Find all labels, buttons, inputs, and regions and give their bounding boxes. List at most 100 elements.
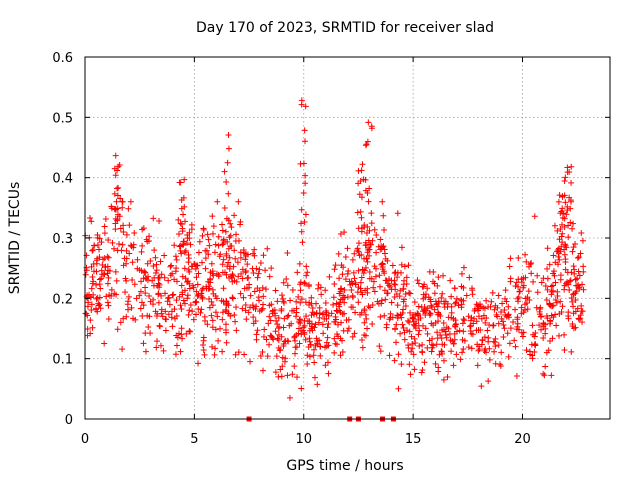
data-point <box>305 302 312 309</box>
data-point <box>345 267 352 274</box>
data-point <box>91 242 98 249</box>
data-point <box>117 225 124 232</box>
data-point <box>231 277 238 284</box>
data-point <box>191 261 198 268</box>
data-point <box>112 226 119 233</box>
data-point <box>237 249 244 256</box>
data-point <box>370 284 377 291</box>
data-point <box>398 314 405 321</box>
data-point <box>506 263 513 270</box>
data-point <box>330 294 337 301</box>
data-point <box>459 320 466 327</box>
data-point <box>245 309 252 316</box>
data-point <box>262 267 269 274</box>
data-point <box>209 317 216 324</box>
data-point <box>159 313 166 320</box>
data-point <box>152 254 159 261</box>
data-point <box>513 373 520 380</box>
data-point <box>210 272 217 279</box>
data-point <box>435 274 442 281</box>
data-point <box>205 285 212 292</box>
data-point <box>475 327 482 334</box>
data-point <box>350 269 357 276</box>
data-point <box>301 219 308 226</box>
data-point <box>111 190 118 197</box>
data-point <box>544 286 551 293</box>
data-point <box>194 262 201 269</box>
data-point <box>555 198 562 205</box>
data-point <box>517 288 524 295</box>
data-point <box>179 242 186 249</box>
data-point <box>223 339 230 346</box>
data-point <box>421 359 428 366</box>
data-point <box>98 239 105 246</box>
data-point <box>139 226 146 233</box>
data-point <box>526 348 533 355</box>
data-point <box>112 152 119 159</box>
data-point <box>114 167 121 174</box>
data-point <box>227 232 234 239</box>
data-point <box>224 238 231 245</box>
data-point <box>440 357 447 364</box>
data-point <box>239 266 246 273</box>
data-point <box>308 312 315 319</box>
data-point <box>289 307 296 314</box>
data-point <box>344 270 351 277</box>
data-point <box>370 278 377 285</box>
data-point <box>304 360 311 367</box>
data-point <box>177 247 184 254</box>
data-point <box>532 330 539 337</box>
data-point <box>303 272 310 279</box>
data-point <box>228 224 235 231</box>
data-point <box>434 329 441 336</box>
data-point <box>219 269 226 276</box>
data-point <box>512 306 519 313</box>
data-point <box>174 334 181 341</box>
data-point <box>295 293 302 300</box>
data-point <box>98 267 105 274</box>
data-point <box>285 312 292 319</box>
data-point <box>537 304 544 311</box>
data-point <box>209 324 216 331</box>
data-point <box>529 322 536 329</box>
data-point <box>381 226 388 233</box>
data-point <box>186 285 193 292</box>
data-point <box>293 313 300 320</box>
data-point <box>254 274 261 281</box>
data-point <box>401 263 408 270</box>
data-point <box>183 278 190 285</box>
grid-lines <box>85 57 610 419</box>
data-point <box>478 383 485 390</box>
data-point <box>332 340 339 347</box>
data-point <box>256 287 263 294</box>
data-point <box>88 285 95 292</box>
data-point <box>237 290 244 297</box>
data-point <box>523 299 530 306</box>
data-point <box>311 359 318 366</box>
data-point <box>150 215 157 222</box>
data-point <box>298 228 305 235</box>
data-point <box>84 325 91 332</box>
data-point <box>336 275 343 282</box>
data-point <box>110 245 117 252</box>
data-point <box>218 221 225 228</box>
data-point <box>247 358 254 365</box>
data-point <box>239 275 246 282</box>
data-point <box>486 345 493 352</box>
x-axis-label: GPS time / hours <box>286 458 403 474</box>
data-point <box>242 269 249 276</box>
data-point <box>89 246 96 253</box>
data-point <box>165 295 172 302</box>
data-point <box>467 328 474 335</box>
data-point <box>339 311 346 318</box>
x-tick-label: 20 <box>514 432 531 447</box>
data-point <box>432 360 439 367</box>
data-point <box>205 251 212 258</box>
data-point <box>162 308 169 315</box>
data-point <box>104 253 111 260</box>
data-point <box>315 319 322 326</box>
data-point <box>447 277 454 284</box>
data-point <box>241 249 248 256</box>
data-point <box>373 249 380 256</box>
data-point <box>561 246 568 253</box>
